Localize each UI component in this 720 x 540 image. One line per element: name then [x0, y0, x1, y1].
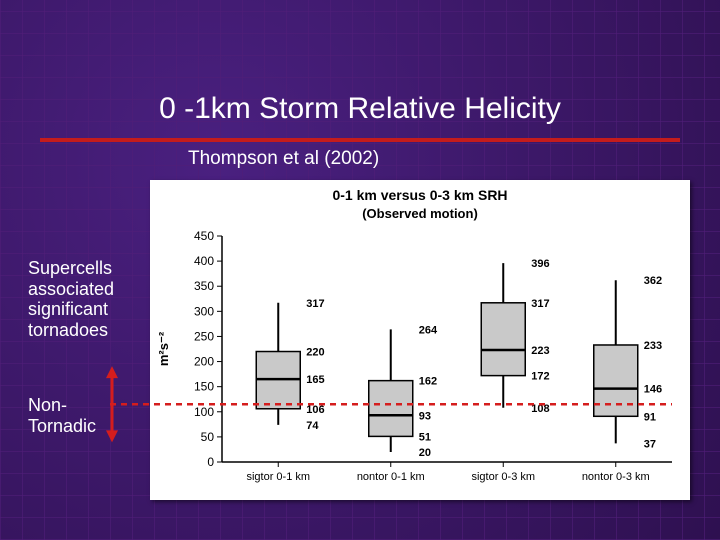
svg-text:nontor 0-1 km: nontor 0-1 km — [357, 471, 425, 483]
svg-text:220: 220 — [306, 347, 324, 359]
svg-text:450: 450 — [194, 229, 214, 243]
svg-text:93: 93 — [419, 410, 431, 422]
svg-text:223: 223 — [531, 345, 549, 357]
svg-text:100: 100 — [194, 405, 214, 419]
svg-text:396: 396 — [531, 258, 549, 270]
svg-text:0-1 km versus 0-3 km SRH: 0-1 km versus 0-3 km SRH — [332, 187, 507, 203]
svg-text:0: 0 — [207, 455, 214, 469]
svg-text:165: 165 — [306, 374, 324, 386]
citation-text: Thompson et al (2002) — [188, 148, 379, 170]
svg-text:264: 264 — [419, 324, 438, 336]
svg-text:sigtor 0-1 km: sigtor 0-1 km — [246, 471, 310, 483]
svg-text:362: 362 — [644, 275, 662, 287]
svg-text:91: 91 — [644, 411, 656, 423]
svg-text:146: 146 — [644, 384, 662, 396]
svg-text:20: 20 — [419, 447, 431, 459]
svg-text:(Observed motion): (Observed motion) — [362, 206, 478, 221]
svg-text:317: 317 — [531, 298, 549, 310]
svg-text:nontor 0-3 km: nontor 0-3 km — [582, 471, 650, 483]
slide-title: 0 -1km Storm Relative Helicity — [159, 92, 561, 126]
chart-container: 0-1 km versus 0-3 km SRH (Observed motion… — [150, 180, 690, 500]
svg-text:37: 37 — [644, 438, 656, 450]
svg-text:sigtor 0-3 km: sigtor 0-3 km — [471, 471, 535, 483]
svg-text:74: 74 — [306, 420, 319, 432]
svg-text:350: 350 — [194, 279, 214, 293]
svg-text:400: 400 — [194, 254, 214, 268]
svg-text:150: 150 — [194, 380, 214, 394]
svg-text:317: 317 — [306, 298, 324, 310]
annotation-supercells: Supercellsassociatedsignificanttornadoes — [28, 258, 114, 341]
svg-text:250: 250 — [194, 329, 214, 343]
svg-text:300: 300 — [194, 304, 214, 318]
svg-text:106: 106 — [306, 404, 324, 416]
svg-text:233: 233 — [644, 340, 662, 352]
svg-text:162: 162 — [419, 376, 437, 388]
boxplot-chart: 0-1 km versus 0-3 km SRH (Observed motion… — [150, 180, 690, 500]
svg-text:172: 172 — [531, 371, 549, 383]
title-rule — [40, 138, 680, 142]
annotation-nontornadic: Non-Tornadic — [28, 395, 96, 436]
svg-text:50: 50 — [201, 430, 215, 444]
svg-text:200: 200 — [194, 355, 214, 369]
svg-text:m²s⁻²: m²s⁻² — [156, 331, 171, 366]
svg-text:51: 51 — [419, 431, 431, 443]
